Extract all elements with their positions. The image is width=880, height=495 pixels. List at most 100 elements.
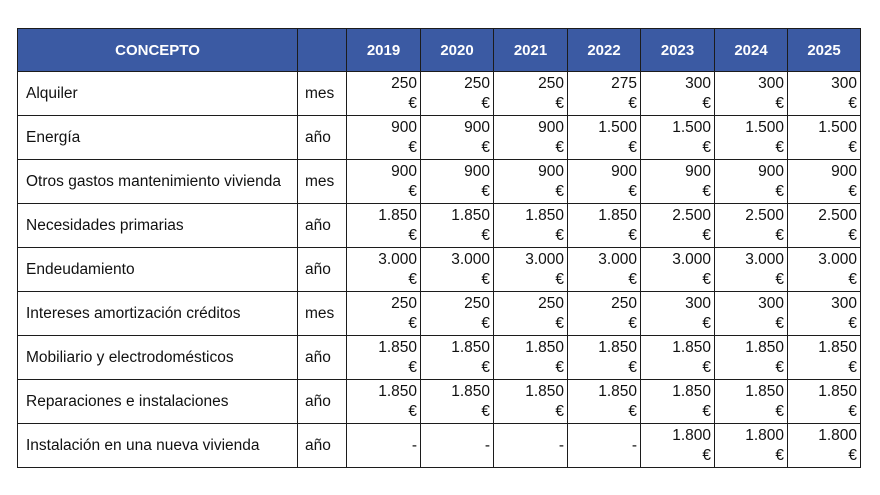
value-cell: - — [567, 423, 641, 468]
value-amount: 1.850 — [818, 338, 857, 356]
value-cell: 250 € — [420, 71, 494, 116]
value-amount: 1.850 — [598, 206, 637, 224]
value-amount: 300 — [831, 294, 857, 312]
value-amount: 900 — [538, 118, 564, 136]
value-cell: - — [346, 423, 421, 468]
value-cell: 250 € — [346, 291, 421, 336]
table-body: Alquiler mes 250 €250 €250 €275 €300 €300 €300 € E… — [17, 71, 861, 468]
header-year: 2024 — [714, 28, 788, 72]
header-year: 2020 — [420, 28, 494, 72]
value-cell: 1.850 € — [787, 379, 861, 424]
value-cell: 3.000 € — [346, 247, 421, 292]
table-row: Energía año 900 €900 €900 €1.500 €1.500 €1.500 €… — [17, 115, 861, 160]
value-cell: 1.850 € — [420, 203, 494, 248]
value-amount: 3.000 — [451, 250, 490, 268]
value-cell: 1.800 € — [714, 423, 788, 468]
value-cell: 900 € — [420, 159, 494, 204]
currency-symbol: € — [702, 138, 711, 156]
header-year: 2025 — [787, 28, 861, 72]
value-amount: 900 — [611, 162, 637, 180]
value-amount: 2.500 — [672, 206, 711, 224]
value-cell: 1.500 € — [714, 115, 788, 160]
concept-cell: Alquiler — [17, 71, 298, 116]
currency-symbol: € — [408, 270, 417, 288]
currency-symbol: € — [702, 94, 711, 112]
value-cell: 900 € — [493, 115, 568, 160]
value-cell: 1.850 € — [493, 203, 568, 248]
concept-cell: Necesidades primarias — [17, 203, 298, 248]
value-amount: 1.850 — [672, 382, 711, 400]
value-amount: - — [558, 436, 564, 454]
value-cell: 300 € — [640, 291, 715, 336]
value-amount: 250 — [538, 294, 564, 312]
currency-symbol: € — [775, 94, 784, 112]
value-amount: 3.000 — [818, 250, 857, 268]
value-cell: 275 € — [567, 71, 641, 116]
value-amount: 1.850 — [818, 382, 857, 400]
value-amount: 300 — [758, 74, 784, 92]
currency-symbol: € — [775, 270, 784, 288]
value-amount: 1.850 — [672, 338, 711, 356]
currency-symbol: € — [848, 314, 857, 332]
value-cell: - — [493, 423, 568, 468]
header-year: 2023 — [640, 28, 715, 72]
unit-cell: año — [297, 203, 347, 248]
unit-cell: mes — [297, 71, 347, 116]
value-cell: 250 € — [346, 71, 421, 116]
value-cell: 1.850 € — [787, 335, 861, 380]
value-cell: 300 € — [714, 71, 788, 116]
value-amount: 1.500 — [598, 118, 637, 136]
currency-symbol: € — [702, 226, 711, 244]
currency-symbol: € — [555, 138, 564, 156]
value-amount: 1.850 — [451, 338, 490, 356]
value-amount: - — [411, 436, 417, 454]
currency-symbol: € — [408, 314, 417, 332]
table-row: Instalación en una nueva vivienda año - - - -… — [17, 423, 861, 468]
value-cell: 300 € — [787, 291, 861, 336]
concept-cell: Energía — [17, 115, 298, 160]
value-amount: 3.000 — [598, 250, 637, 268]
value-cell: 1.850 € — [420, 335, 494, 380]
currency-symbol: € — [408, 402, 417, 420]
unit-cell: mes — [297, 291, 347, 336]
currency-symbol: € — [555, 402, 564, 420]
concept-cell: Otros gastos mantenimiento vivienda — [17, 159, 298, 204]
currency-symbol: € — [848, 94, 857, 112]
value-amount: 1.850 — [378, 338, 417, 356]
value-cell: 1.500 € — [640, 115, 715, 160]
currency-symbol: € — [555, 358, 564, 376]
value-cell: 1.850 € — [346, 379, 421, 424]
value-cell: 300 € — [787, 71, 861, 116]
value-cell: 1.800 € — [787, 423, 861, 468]
value-amount: 1.800 — [745, 426, 784, 444]
expense-table: CONCEPTO 2019 2020 2021 2022 2023 2024 2… — [17, 28, 861, 468]
value-amount: 900 — [464, 118, 490, 136]
currency-symbol: € — [702, 270, 711, 288]
value-amount: 1.850 — [745, 382, 784, 400]
value-amount: 900 — [758, 162, 784, 180]
value-amount: 1.850 — [378, 206, 417, 224]
value-cell: 1.850 € — [346, 203, 421, 248]
value-cell: 1.850 € — [567, 335, 641, 380]
expense-table-container: CONCEPTO 2019 2020 2021 2022 2023 2024 2… — [17, 28, 861, 468]
currency-symbol: € — [555, 270, 564, 288]
currency-symbol: € — [775, 358, 784, 376]
value-cell: 900 € — [493, 159, 568, 204]
currency-symbol: € — [848, 402, 857, 420]
value-cell: 900 € — [714, 159, 788, 204]
value-cell: 1.850 € — [714, 335, 788, 380]
currency-symbol: € — [555, 94, 564, 112]
value-amount: 250 — [464, 74, 490, 92]
value-amount: 900 — [391, 118, 417, 136]
currency-symbol: € — [702, 446, 711, 464]
value-cell: 1.500 € — [787, 115, 861, 160]
value-amount: 1.500 — [818, 118, 857, 136]
currency-symbol: € — [628, 94, 637, 112]
unit-cell: año — [297, 423, 347, 468]
value-amount: 1.850 — [745, 338, 784, 356]
currency-symbol: € — [775, 446, 784, 464]
value-cell: 2.500 € — [787, 203, 861, 248]
value-amount: 900 — [391, 162, 417, 180]
currency-symbol: € — [702, 358, 711, 376]
header-unit — [297, 28, 347, 72]
